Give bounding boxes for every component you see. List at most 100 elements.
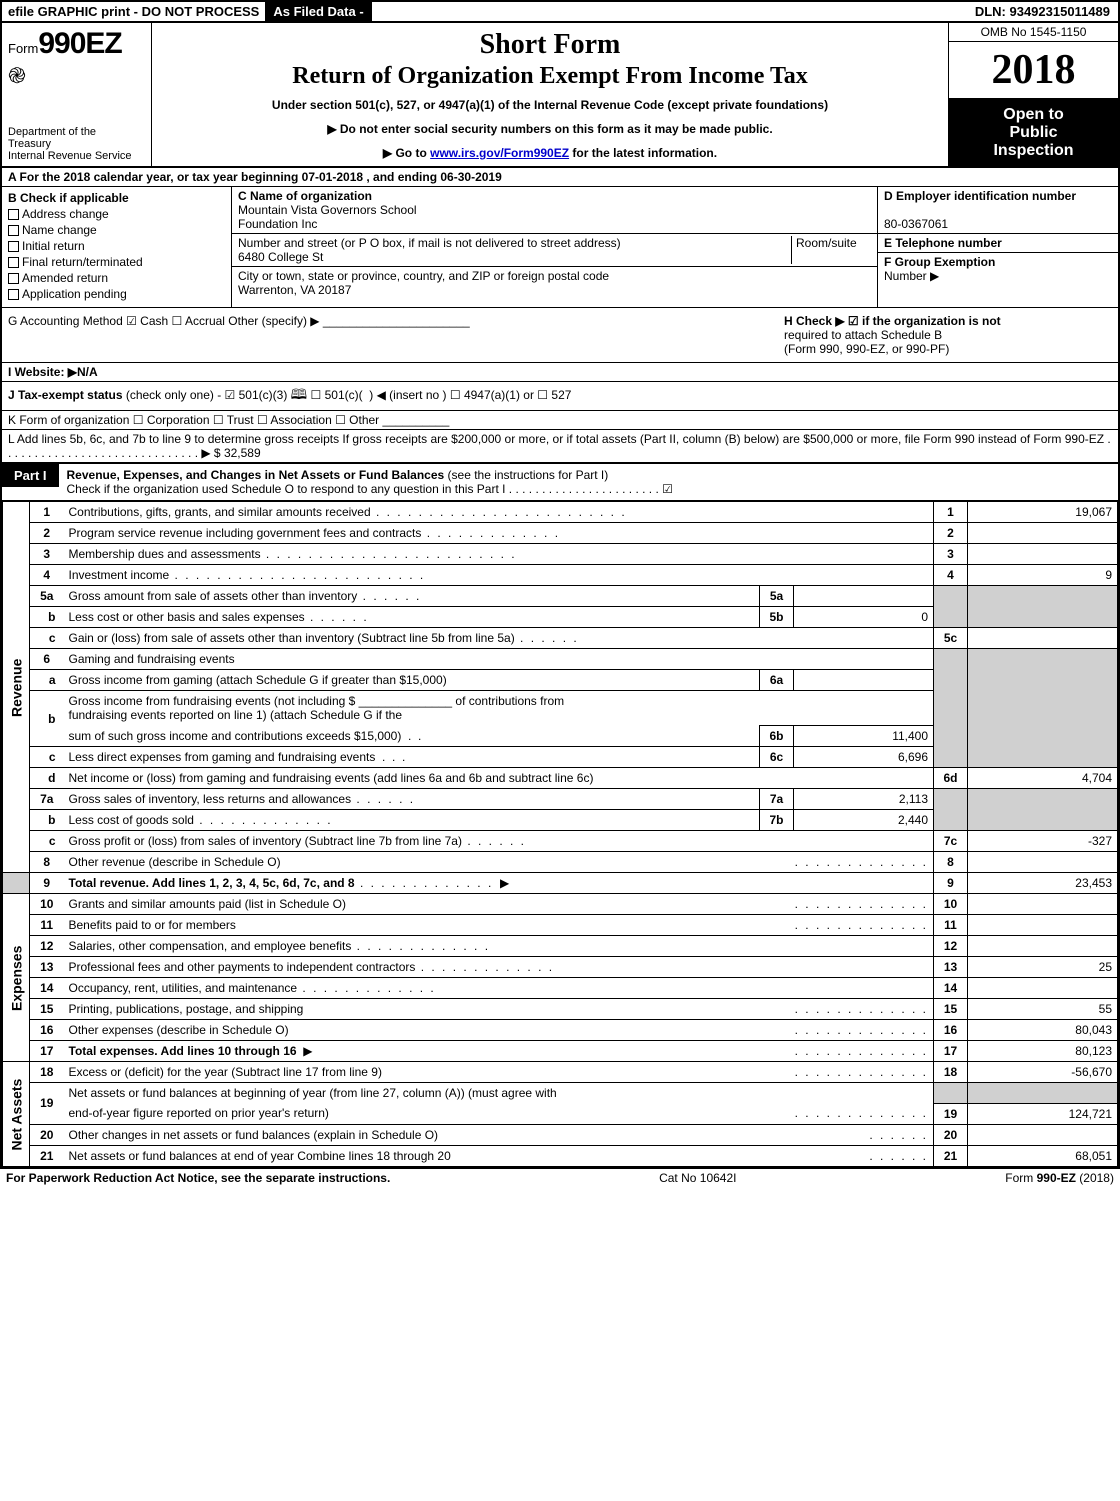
part-i-header: Part I Revenue, Expenses, and Changes in… bbox=[2, 464, 1118, 501]
table-row: 6 Gaming and fundraising events bbox=[3, 649, 1118, 670]
open-line2: Public bbox=[953, 124, 1114, 142]
chk-final-return[interactable]: Final return/terminated bbox=[8, 255, 225, 269]
cell-phone: E Telephone number bbox=[878, 234, 1118, 253]
form-num: 990EZ bbox=[38, 27, 121, 60]
under-section: Under section 501(c), 527, or 4947(a)(1)… bbox=[162, 98, 938, 112]
row-tax-exempt: J Tax-exempt status (check only one) - ☑… bbox=[2, 382, 1118, 411]
tax-year: 2018 bbox=[949, 42, 1118, 100]
efile-label: efile GRAPHIC print - DO NOT PROCESS bbox=[2, 2, 265, 21]
form-number: Form990EZ bbox=[8, 27, 145, 61]
h-line3: (Form 990, 990-EZ, or 990-PF) bbox=[784, 342, 1112, 356]
form-prefix: Form bbox=[8, 41, 38, 56]
e-label: E Telephone number bbox=[884, 236, 1002, 250]
line-num: 1 bbox=[30, 502, 64, 523]
table-row: 11 Benefits paid to or for members 11 bbox=[3, 915, 1118, 936]
dln-label: DLN: 93492315011489 bbox=[967, 2, 1118, 21]
city-label: City or town, state or province, country… bbox=[238, 269, 609, 283]
org-name-2: Foundation Inc bbox=[238, 217, 317, 231]
table-row: d Net income or (loss) from gaming and f… bbox=[3, 768, 1118, 789]
irs-link[interactable]: www.irs.gov/Form990EZ bbox=[430, 146, 569, 160]
cell-ein: D Employer identification number 80-0367… bbox=[878, 187, 1118, 234]
side-label-revenue: Revenue bbox=[3, 502, 30, 873]
ssn-warning: ▶ Do not enter social security numbers o… bbox=[162, 122, 938, 136]
table-row: 5a Gross amount from sale of assets othe… bbox=[3, 586, 1118, 607]
room-suite: Room/suite bbox=[791, 236, 871, 264]
as-filed-label: As Filed Data - bbox=[265, 2, 371, 21]
table-row: 19 Net assets or fund balances at beginn… bbox=[3, 1083, 1118, 1104]
cell-group-exemption: F Group Exemption Number ▶ bbox=[878, 253, 1118, 307]
line-rval: 19,067 bbox=[968, 502, 1118, 523]
table-row: 3 Membership dues and assessments 3 bbox=[3, 544, 1118, 565]
header-mid: Short Form Return of Organization Exempt… bbox=[152, 23, 948, 166]
irs-seal-icon: ֎ bbox=[8, 61, 145, 90]
chk-name-change[interactable]: Name change bbox=[8, 223, 225, 237]
table-row: c Gross profit or (loss) from sales of i… bbox=[3, 831, 1118, 852]
side-label-expenses: Expenses bbox=[3, 894, 30, 1062]
page-footer: For Paperwork Reduction Act Notice, see … bbox=[0, 1169, 1120, 1187]
dept-line1: Department of the bbox=[8, 126, 145, 138]
h-line2: required to attach Schedule B bbox=[784, 328, 1112, 342]
schedule-b-check: H Check ▶ ☑ if the organization is not r… bbox=[778, 308, 1118, 362]
table-row: 4 Investment income 4 9 bbox=[3, 565, 1118, 586]
table-row: end-of-year figure reported on prior yea… bbox=[3, 1103, 1118, 1124]
table-row: 8 Other revenue (describe in Schedule O)… bbox=[3, 852, 1118, 873]
info-block: B Check if applicable Address change Nam… bbox=[2, 187, 1118, 308]
col-b-header: B Check if applicable bbox=[8, 191, 225, 205]
form-header: Form990EZ ֎ Department of the Treasury I… bbox=[2, 23, 1118, 168]
return-title: Return of Organization Exempt From Incom… bbox=[162, 63, 938, 90]
table-row: 9 Total revenue. Add lines 1, 2, 3, 4, 5… bbox=[3, 873, 1118, 894]
accounting-method: G Accounting Method ☑ Cash ☐ Accrual Oth… bbox=[2, 308, 778, 362]
table-row: 17 Total expenses. Add lines 10 through … bbox=[3, 1041, 1118, 1062]
chk-amended-return[interactable]: Amended return bbox=[8, 271, 225, 285]
omb-number: OMB No 1545-1150 bbox=[949, 23, 1118, 42]
open-to-public: Open to Public Inspection bbox=[949, 100, 1118, 166]
c-label: C Name of organization bbox=[238, 189, 372, 203]
table-row: 20 Other changes in net assets or fund b… bbox=[3, 1124, 1118, 1145]
h-line1: H Check ▶ ☑ if the organization is not bbox=[784, 314, 1112, 328]
chk-initial-return[interactable]: Initial return bbox=[8, 239, 225, 253]
org-name-1: Mountain Vista Governors School bbox=[238, 203, 417, 217]
table-row: 15 Printing, publications, postage, and … bbox=[3, 999, 1118, 1020]
d-label: D Employer identification number bbox=[884, 189, 1076, 203]
cell-address: Number and street (or P O box, if mail i… bbox=[232, 234, 877, 267]
department-label: Department of the Treasury Internal Reve… bbox=[8, 126, 145, 162]
table-row: 16 Other expenses (describe in Schedule … bbox=[3, 1020, 1118, 1041]
footer-right: Form 990-EZ (2018) bbox=[1005, 1171, 1114, 1185]
part-i-paren: (see the instructions for Part I) bbox=[444, 468, 608, 482]
short-form-title: Short Form bbox=[162, 29, 938, 61]
city-value: Warrenton, VA 20187 bbox=[238, 283, 351, 297]
ein-value: 80-0367061 bbox=[884, 217, 948, 231]
addr-value: 6480 College St bbox=[238, 250, 323, 264]
header-left: Form990EZ ֎ Department of the Treasury I… bbox=[2, 23, 152, 166]
part-i-desc: Revenue, Expenses, and Changes in Net As… bbox=[59, 464, 1118, 500]
col-d-ein: D Employer identification number 80-0367… bbox=[878, 187, 1118, 307]
f-label2: Number ▶ bbox=[884, 269, 939, 283]
chk-address-change[interactable]: Address change bbox=[8, 207, 225, 221]
addr-label: Number and street (or P O box, if mail i… bbox=[238, 236, 621, 250]
line-rnum: 1 bbox=[934, 502, 968, 523]
open-line3: Inspection bbox=[953, 142, 1114, 160]
table-row: Expenses 10 Grants and similar amounts p… bbox=[3, 894, 1118, 915]
table-row: 14 Occupancy, rent, utilities, and maint… bbox=[3, 978, 1118, 999]
dept-line3: Internal Revenue Service bbox=[8, 150, 145, 162]
table-row: Revenue 1 Contributions, gifts, grants, … bbox=[3, 502, 1118, 523]
row-website: I Website: ▶N/A bbox=[2, 363, 1118, 382]
top-bar: efile GRAPHIC print - DO NOT PROCESS As … bbox=[2, 2, 1118, 23]
table-row: 7a Gross sales of inventory, less return… bbox=[3, 789, 1118, 810]
part-i-title: Revenue, Expenses, and Changes in Net As… bbox=[67, 468, 445, 482]
table-row: 13 Professional fees and other payments … bbox=[3, 957, 1118, 978]
table-row: 12 Salaries, other compensation, and emp… bbox=[3, 936, 1118, 957]
footer-left: For Paperwork Reduction Act Notice, see … bbox=[6, 1171, 390, 1185]
part-i-table: Revenue 1 Contributions, gifts, grants, … bbox=[2, 501, 1118, 1167]
footer-mid: Cat No 10642I bbox=[659, 1171, 736, 1185]
table-row: c Gain or (loss) from sale of assets oth… bbox=[3, 628, 1118, 649]
col-c-org-info: C Name of organization Mountain Vista Go… bbox=[232, 187, 878, 307]
chk-application-pending[interactable]: Application pending bbox=[8, 287, 225, 301]
header-right: OMB No 1545-1150 2018 Open to Public Ins… bbox=[948, 23, 1118, 166]
table-row: Net Assets 18 Excess or (deficit) for th… bbox=[3, 1062, 1118, 1083]
cell-city: City or town, state or province, country… bbox=[232, 267, 877, 299]
row-g-h: G Accounting Method ☑ Cash ☐ Accrual Oth… bbox=[2, 308, 1118, 363]
col-b-checkboxes: B Check if applicable Address change Nam… bbox=[2, 187, 232, 307]
goto-link[interactable]: ▶ Go to www.irs.gov/Form990EZ for the la… bbox=[162, 146, 938, 160]
table-row: 2 Program service revenue including gove… bbox=[3, 523, 1118, 544]
